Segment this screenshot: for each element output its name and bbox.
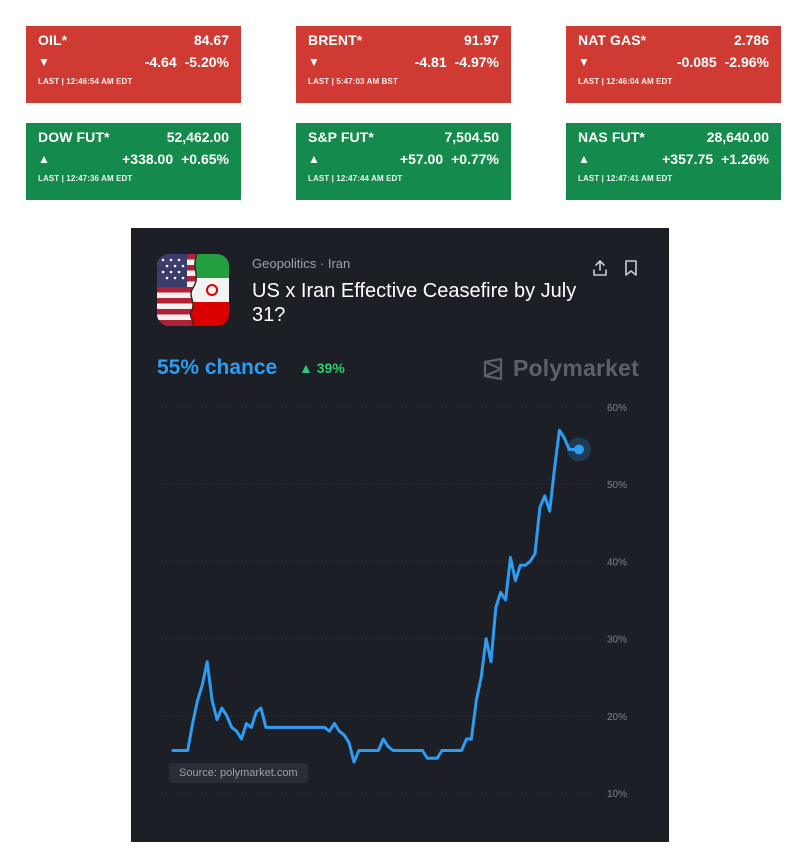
ticker-brent[interactable]: BRENT* 91.97 ▼ -4.81 -4.97% LAST | 5:47:03 … [296,26,511,103]
ticker-change: -4.81 [414,54,447,70]
polymarket-logo-icon [483,357,503,380]
us-iran-flag-icon [157,254,229,326]
probability-chart: 60% 50% 40% 30% 20% 10% [161,403,627,800]
market-card: Geopolitics · Iran US x Iran Effective C… [131,228,669,842]
ticker-oil[interactable]: OIL* 84.67 ▼ -4.64 -5.20% LAST | 12:46:54 A… [26,26,241,103]
ticker-last-time: LAST | 12:46:04 AM EDT [578,77,673,86]
ticker-change: +357.75 [662,151,714,167]
ticker-percent: -5.20% [184,54,229,70]
source-label: Source: polymarket.com [169,763,308,783]
ticker-price: 91.97 [463,32,499,48]
down-arrow-icon: ▼ [308,55,320,69]
ticker-change: -4.64 [144,54,177,70]
down-arrow-icon: ▼ [38,55,50,69]
ticker-price: 84.67 [193,32,229,48]
bookmark-icon[interactable] [623,259,639,277]
up-arrow-icon: ▲ [38,152,50,166]
ticker-sp-fut[interactable]: S&P FUT* 7,504.50 ▲ +57.00 +0.77% LAST | 12… [296,123,511,200]
y-tick-label: 60% [607,403,627,414]
ticker-last-time: LAST | 12:46:54 AM EDT [38,77,133,86]
ticker-name: NAT GAS* [578,32,647,48]
chance-delta: ▲ 39% [299,360,345,376]
share-icon[interactable] [591,259,609,277]
ticker-name: S&P FUT* [308,129,374,145]
polymarket-logo: Polymarket [481,355,639,382]
y-tick-label: 50% [607,480,627,491]
ticker-percent: -2.96% [724,54,769,70]
up-arrow-icon: ▲ [308,152,320,166]
ticker-dow-fut[interactable]: DOW FUT* 52,462.00 ▲ +338.00 +0.65% LAST | … [26,123,241,200]
ticker-price: 28,640.00 [706,129,769,145]
ticker-name: OIL* [38,32,68,48]
ticker-percent: -4.97% [454,54,499,70]
down-arrow-icon: ▼ [578,55,590,69]
ticker-percent: +0.77% [451,151,499,167]
market-category[interactable]: Geopolitics · Iran [252,256,351,271]
ticker-name: NAS FUT* [578,129,645,145]
ticker-price: 52,462.00 [166,129,229,145]
chance-value: 55% chance [157,356,278,379]
y-tick-label: 30% [607,635,627,646]
ticker-change: -0.085 [676,54,717,70]
ticker-nat-gas[interactable]: NAT GAS* 2.786 ▼ -0.085 -2.96% LAST | 12:46… [566,26,781,103]
brand-name: Polymarket [513,355,640,381]
ticker-last-time: LAST | 12:47:44 AM EDT [308,174,403,183]
market-title[interactable]: US x Iran Effective Ceasefire by July 31… [252,280,577,326]
ticker-price: 7,504.50 [444,129,500,145]
ticker-percent: +0.65% [181,151,229,167]
ticker-last-time: LAST | 12:47:41 AM EDT [578,174,673,183]
ticker-last-time: LAST | 12:47:36 AM EDT [38,174,133,183]
ticker-last-time: LAST | 5:47:03 AM BST [308,77,398,86]
up-arrow-icon: ▲ [578,152,590,166]
ticker-name: BRENT* [308,32,363,48]
y-tick-label: 40% [607,557,627,568]
endpoint-dot [574,444,584,455]
ticker-change: +338.00 [122,151,174,167]
series-line [171,428,581,764]
ticker-nas-fut[interactable]: NAS FUT* 28,640.00 ▲ +357.75 +1.26% LAST | … [566,123,781,200]
y-tick-label: 20% [607,712,627,723]
ticker-price: 2.786 [733,32,769,48]
y-tick-label: 10% [607,789,627,800]
ticker-name: DOW FUT* [38,129,110,145]
ticker-percent: +1.26% [721,151,769,167]
ticker-change: +57.00 [399,151,444,167]
